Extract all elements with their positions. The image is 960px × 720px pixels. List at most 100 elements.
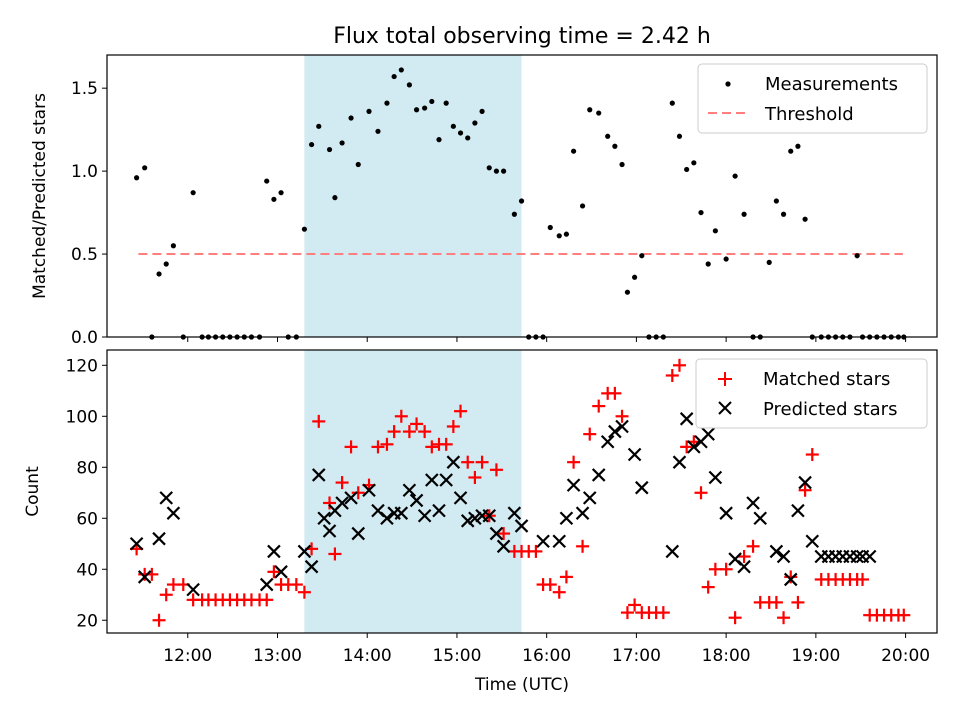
measurement-point <box>465 135 471 141</box>
ratio-y-tick-label: 0.0 <box>71 328 98 348</box>
measurement-point <box>596 110 602 116</box>
measurement-point <box>788 148 794 154</box>
matched-star-point <box>543 578 557 592</box>
matched-star-point <box>897 608 911 622</box>
count-y-tick-label: 100 <box>66 407 98 427</box>
matched-star-point <box>497 527 511 541</box>
predicted-star-point <box>679 412 694 426</box>
matched-star-point <box>297 585 311 599</box>
predicted-star-point <box>791 503 805 518</box>
legend-measurement-marker <box>725 81 731 87</box>
measurement-point <box>479 108 485 114</box>
count-y-tick-label: 20 <box>76 611 98 631</box>
matched-star-point <box>454 404 468 418</box>
matched-star-point <box>791 595 805 609</box>
measurement-point <box>587 107 593 113</box>
matched-star-point <box>608 386 622 400</box>
shaded-interval-bottom <box>304 350 522 633</box>
matched-star-point <box>418 425 432 439</box>
matched-star-point <box>289 578 303 592</box>
matched-star-point <box>323 496 337 510</box>
predicted-star-point <box>439 473 453 487</box>
predicted-star-point <box>129 536 144 551</box>
predicted-stars-points <box>129 412 877 597</box>
matched-star-point <box>576 539 590 553</box>
measurement-point <box>486 165 492 171</box>
predicted-star-point <box>701 427 715 441</box>
count-y-tick-label: 60 <box>76 509 98 529</box>
measurement-point <box>563 231 570 237</box>
predicted-star-point <box>274 565 288 579</box>
predicted-star-point <box>267 544 281 559</box>
matched-star-point <box>387 425 401 439</box>
matched-star-point <box>394 409 408 423</box>
measurement-point <box>308 141 315 148</box>
matched-star-point <box>856 572 870 586</box>
predicted-star-point <box>552 534 567 548</box>
measurement-point <box>698 209 704 216</box>
matched-star-point <box>628 598 642 612</box>
predicted-star-point <box>719 506 733 520</box>
measurement-point <box>264 178 270 184</box>
predicted-star-point <box>137 570 152 584</box>
predicted-star-point <box>737 559 751 574</box>
predicted-star-point <box>297 544 312 559</box>
measurement-point <box>436 137 442 143</box>
matched-star-point <box>719 562 733 576</box>
count-panel: 20 40 60 80 100 120 12:00 13:00 14:00 15:00 16:00 1… <box>23 349 938 695</box>
measurement-point <box>348 115 354 121</box>
shaded-interval-top <box>304 55 522 337</box>
predicted-star-point <box>417 508 432 523</box>
measurement-point <box>632 274 638 280</box>
chart-title: Flux total observing time = 2.42 h <box>333 24 711 49</box>
matched-star-point <box>475 455 489 469</box>
count-x-tick-label: 16:00 <box>522 646 571 666</box>
measurement-point <box>190 190 196 196</box>
ratio-y-axis-label: Matched/Predicted stars <box>30 93 50 299</box>
measurement-point <box>391 73 397 80</box>
predicted-star-point <box>536 534 550 548</box>
measurement-point <box>450 123 456 129</box>
measurement-point <box>493 168 500 174</box>
predicted-star-point <box>507 506 522 520</box>
matched-star-point <box>680 440 694 454</box>
count-x-tick-label: 12:00 <box>163 646 212 666</box>
measurement-point <box>332 195 338 201</box>
ratio-y-tick-label: 1.0 <box>71 162 98 182</box>
predicted-star-point <box>166 506 181 520</box>
measurement-point <box>443 100 449 106</box>
predicted-star-point <box>152 531 166 546</box>
matched-star-point <box>380 437 394 451</box>
matched-star-point <box>439 437 453 451</box>
predicted-star-point <box>862 549 877 564</box>
measurement-point <box>422 105 428 111</box>
predicted-star-point <box>362 483 376 498</box>
measurement-point <box>712 228 718 234</box>
matched-star-point <box>446 419 460 433</box>
measurement-point <box>766 259 772 265</box>
predicted-star-point <box>186 582 200 597</box>
matched-star-point <box>746 539 760 553</box>
measurement-point <box>579 203 586 209</box>
measurement-point <box>705 261 711 267</box>
ratio-y-tick-label: 1.5 <box>71 79 98 99</box>
matched-star-point <box>583 427 597 441</box>
measurement-point <box>547 224 553 231</box>
matched-star-point <box>701 580 715 594</box>
ratio-panel: 0.0 0.5 1.0 1.5 Matched/Predicted stars Mea… <box>30 54 938 348</box>
matched-star-point <box>402 425 416 439</box>
matched-star-point <box>694 486 708 500</box>
predicted-star-point <box>559 511 574 526</box>
predicted-star-point <box>380 511 394 526</box>
count-x-tick-label: 13:00 <box>253 646 302 666</box>
matched-star-point <box>410 417 424 431</box>
measurement-point <box>802 216 808 222</box>
count-legend: Matched stars Predicted stars <box>695 358 928 429</box>
predicted-star-point <box>402 483 417 498</box>
legend-predicted-marker <box>718 401 732 415</box>
measurement-point <box>278 190 284 196</box>
count-x-tick-label: 15:00 <box>432 646 481 666</box>
predicted-star-point <box>259 577 274 592</box>
predicted-star-point <box>304 559 319 574</box>
predicted-star-point <box>575 506 590 520</box>
